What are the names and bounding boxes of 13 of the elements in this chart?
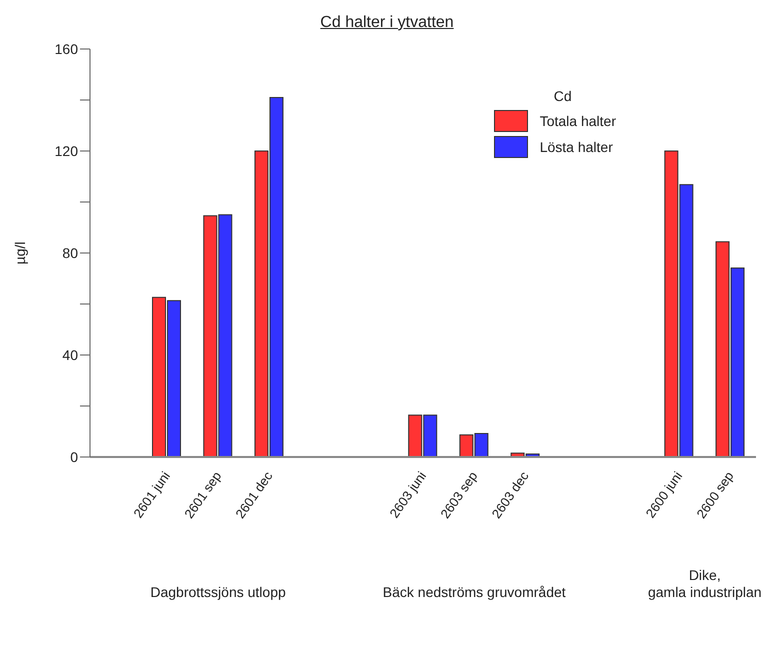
y-tick-label: 80 [62,244,78,261]
y-tick-label: 40 [62,346,78,363]
y-axis-title: µg/l [12,242,28,264]
chart-title: Cd halter i ytvatten [319,14,455,32]
legend-label: Lösta halter [540,139,613,155]
text: Dagbrottssjöns utlopp [150,584,286,600]
text: Dike, gamla industriplan [648,567,762,600]
legend-label: Totala halter [540,113,616,129]
y-tick-label: 160 [54,40,78,57]
text: Bäck nedströms gruvområdet [382,584,566,600]
legend-title: Cd [554,88,573,104]
y-tick-label: 0 [70,448,78,465]
y-tick-label: 120 [54,142,78,159]
